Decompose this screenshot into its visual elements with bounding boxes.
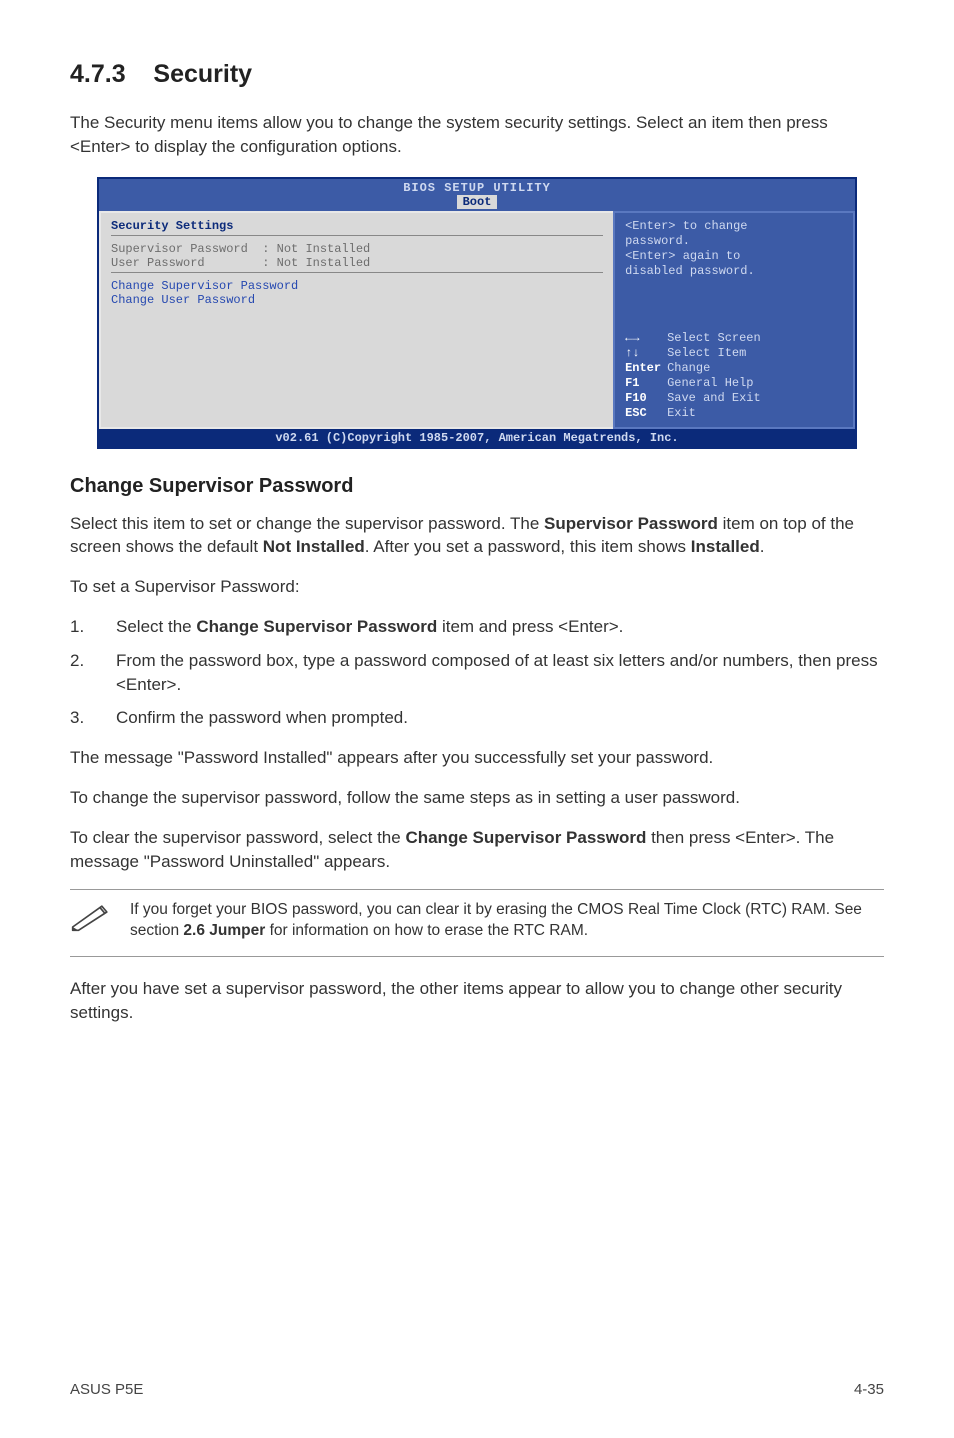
bios-panel-title: Security Settings: [111, 219, 603, 233]
section-title-text: Security: [153, 60, 252, 88]
bios-key-row: ↑↓Select Item: [625, 346, 843, 361]
footer-left: ASUS P5E: [70, 1381, 143, 1398]
bios-row: User Password : Not Installed: [111, 256, 603, 270]
bios-key-row: ←→Select Screen: [625, 331, 843, 346]
section-number: 4.7.3: [70, 60, 126, 88]
text: Select this item to set or change the su…: [70, 514, 544, 533]
pencil-icon: [70, 900, 130, 937]
subheading: Change Supervisor Password: [70, 475, 884, 498]
bios-key-desc: Change: [667, 361, 710, 375]
bios-change-line: Change Supervisor Password: [111, 279, 603, 293]
bios-key-desc: General Help: [667, 376, 753, 390]
list-item: 3. Confirm the password when prompted.: [70, 706, 884, 730]
bios-row-label: Supervisor Password: [111, 242, 248, 256]
bios-key-row: F10Save and Exit: [625, 391, 843, 406]
bios-help-line: password.: [625, 234, 843, 249]
bios-key-row: EnterChange: [625, 361, 843, 376]
bios-keys: ←→Select Screen ↑↓Select Item EnterChang…: [625, 331, 843, 421]
step-number: 1.: [70, 615, 116, 639]
intro-paragraph: The Security menu items allow you to cha…: [70, 111, 884, 159]
note-box: If you forget your BIOS password, you ca…: [70, 889, 884, 957]
bios-row-value: : Not Installed: [262, 256, 370, 270]
divider: [111, 272, 603, 273]
step-number: 3.: [70, 706, 116, 730]
bios-row: Supervisor Password : Not Installed: [111, 242, 603, 256]
bios-left-panel: Security Settings Supervisor Password : …: [99, 211, 613, 429]
bios-key: F10: [625, 391, 667, 406]
bold-text: Change Supervisor Password: [196, 617, 437, 636]
text: .: [760, 537, 765, 556]
bold-text: 2.6 Jumper: [183, 922, 265, 939]
step-text: Select the Change Supervisor Password it…: [116, 615, 623, 639]
bios-key-desc: Select Screen: [667, 331, 761, 345]
text: . After you set a password, this item sh…: [365, 537, 691, 556]
bios-key-row: ESCExit: [625, 406, 843, 421]
bold-text: Change Supervisor Password: [405, 828, 646, 847]
paragraph: After you have set a supervisor password…: [70, 977, 884, 1025]
bios-key-row: F1General Help: [625, 376, 843, 391]
bios-key-desc: Exit: [667, 406, 696, 420]
divider: [111, 235, 603, 236]
paragraph: Select this item to set or change the su…: [70, 512, 884, 560]
step-text: Confirm the password when prompted.: [116, 706, 408, 730]
bios-key: ←→: [625, 331, 667, 346]
step-number: 2.: [70, 649, 116, 697]
text: Select the: [116, 617, 196, 636]
text: To clear the supervisor password, select…: [70, 828, 405, 847]
paragraph: To set a Supervisor Password:: [70, 575, 884, 599]
bios-help-text: <Enter> to change password. <Enter> agai…: [625, 219, 843, 279]
note-text: If you forget your BIOS password, you ca…: [130, 900, 884, 942]
bios-row-value: : Not Installed: [262, 242, 370, 256]
paragraph: To clear the supervisor password, select…: [70, 826, 884, 874]
bios-tab-row: Boot: [99, 195, 855, 211]
step-text: From the password box, type a password c…: [116, 649, 884, 697]
bios-help-line: disabled password.: [625, 264, 843, 279]
bios-footer: v02.61 (C)Copyright 1985-2007, American …: [99, 429, 855, 447]
bios-key-desc: Save and Exit: [667, 391, 761, 405]
bios-tab-boot: Boot: [457, 195, 498, 209]
paragraph: The message "Password Installed" appears…: [70, 746, 884, 770]
bios-row-label: User Password: [111, 256, 205, 270]
bios-help-line: <Enter> again to: [625, 249, 843, 264]
bios-key: Enter: [625, 361, 667, 376]
steps-list: 1. Select the Change Supervisor Password…: [70, 615, 884, 730]
list-item: 1. Select the Change Supervisor Password…: [70, 615, 884, 639]
bios-title: BIOS SETUP UTILITY: [99, 179, 855, 195]
page-footer: ASUS P5E 4-35: [70, 1381, 884, 1398]
section-heading: 4.7.3 Security: [70, 60, 884, 89]
bold-text: Not Installed: [263, 537, 365, 556]
bios-change-line: Change User Password: [111, 293, 603, 307]
paragraph: To change the supervisor password, follo…: [70, 786, 884, 810]
text: item and press <Enter>.: [437, 617, 623, 636]
bios-right-panel: <Enter> to change password. <Enter> agai…: [613, 211, 855, 429]
list-item: 2. From the password box, type a passwor…: [70, 649, 884, 697]
bios-key: ↑↓: [625, 346, 667, 361]
footer-right: 4-35: [854, 1381, 884, 1398]
text: for information on how to erase the RTC …: [265, 922, 588, 939]
bios-setup-box: BIOS SETUP UTILITY Boot Security Setting…: [97, 177, 857, 449]
bold-text: Installed: [691, 537, 760, 556]
bios-help-line: <Enter> to change: [625, 219, 843, 234]
bios-key-desc: Select Item: [667, 346, 746, 360]
bold-text: Supervisor Password: [544, 514, 718, 533]
bios-key: F1: [625, 376, 667, 391]
bios-key: ESC: [625, 406, 667, 421]
